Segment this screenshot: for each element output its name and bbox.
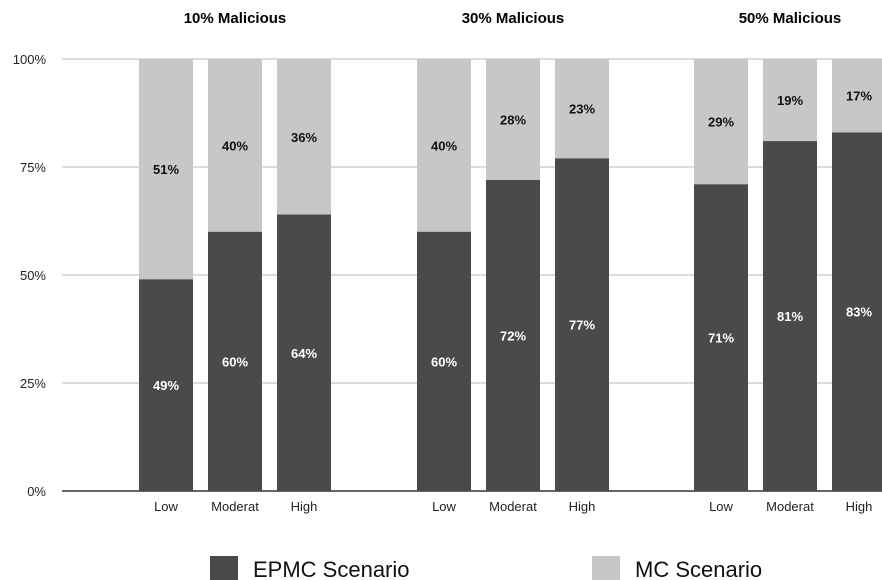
data-label-mc: 29% [708, 115, 734, 130]
data-label-mc: 23% [569, 102, 595, 117]
x-tick-label: Low [432, 499, 456, 514]
bar-epmc-segment [832, 132, 882, 491]
data-label-epmc: 81% [777, 309, 803, 324]
bar-mc-segment [486, 59, 540, 180]
group-title: 10% Malicious [184, 10, 287, 27]
bar-mc-segment [139, 59, 193, 280]
data-label-epmc: 77% [569, 318, 595, 333]
data-label-mc: 51% [153, 162, 179, 177]
x-tick-label: Moderat [211, 499, 259, 514]
bar-epmc-segment [417, 231, 471, 492]
bar-mc-segment [832, 59, 882, 133]
bar-epmc-segment [139, 279, 193, 491]
x-tick-label: Moderat [489, 499, 537, 514]
data-label-mc: 40% [431, 138, 457, 153]
data-label-epmc: 72% [500, 328, 526, 343]
bar-mc-segment [694, 59, 748, 185]
group-title: 50% Malicious [739, 10, 842, 27]
y-tick-label: 0% [27, 484, 46, 499]
bar-epmc-segment [694, 184, 748, 491]
bar-epmc-segment [555, 158, 609, 492]
data-label-epmc: 60% [222, 354, 248, 369]
y-tick-label: 75% [20, 160, 46, 175]
legend-swatch-mc [592, 556, 620, 580]
y-tick-label: 100% [13, 52, 47, 67]
data-label-mc: 19% [777, 93, 803, 108]
legend-label-epmc: EPMC Scenario [253, 557, 410, 580]
bar-mc-segment [763, 59, 817, 142]
bar-mc-segment [208, 59, 262, 232]
x-tick-label: Low [154, 499, 178, 514]
bar-mc-segment [277, 59, 331, 215]
bar-epmc-segment [763, 141, 817, 491]
data-label-mc: 17% [846, 89, 872, 104]
x-tick-label: High [846, 499, 873, 514]
data-label-mc: 36% [291, 130, 317, 145]
data-label-epmc: 64% [291, 346, 317, 361]
x-tick-label: High [291, 499, 318, 514]
x-tick-label: Moderat [766, 499, 814, 514]
bar-mc-segment [555, 59, 609, 159]
bar-epmc-segment [486, 179, 540, 491]
group-title: 30% Malicious [462, 10, 565, 27]
legend-label-mc: MC Scenario [635, 557, 762, 580]
y-tick-label: 50% [20, 268, 46, 283]
x-tick-label: Low [709, 499, 733, 514]
bar-mc-segment [417, 59, 471, 232]
x-tick-label: High [569, 499, 596, 514]
data-label-epmc: 83% [846, 305, 872, 320]
data-label-mc: 40% [222, 138, 248, 153]
data-label-epmc: 60% [431, 354, 457, 369]
data-label-epmc: 71% [708, 331, 734, 346]
bar-epmc-segment [208, 231, 262, 492]
data-label-mc: 28% [500, 112, 526, 127]
data-label-epmc: 49% [153, 378, 179, 393]
legend-swatch-epmc [210, 556, 238, 580]
y-tick-label: 25% [20, 376, 46, 391]
bar-epmc-segment [277, 214, 331, 491]
